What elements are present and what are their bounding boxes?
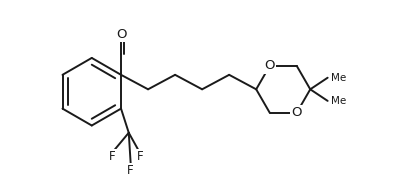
Text: Me: Me xyxy=(331,96,347,106)
Text: Me: Me xyxy=(331,73,347,83)
Text: O: O xyxy=(116,28,126,41)
Text: F: F xyxy=(137,150,144,163)
Text: O: O xyxy=(292,106,302,119)
Text: F: F xyxy=(109,150,116,163)
Text: O: O xyxy=(264,59,275,72)
Text: F: F xyxy=(127,164,134,177)
